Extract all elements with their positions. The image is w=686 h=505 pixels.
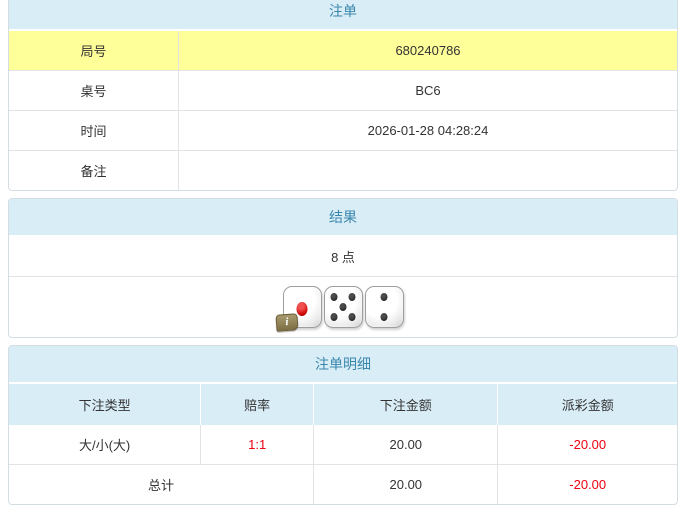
total-label: 总计 — [9, 464, 314, 504]
remark-label: 备注 — [9, 150, 179, 190]
odds-value: 1:1 — [200, 425, 314, 465]
col-odds: 赔率 — [200, 384, 314, 425]
detail-header-row: 下注类型 赔率 下注金额 派彩金额 — [9, 384, 677, 425]
detail-total-row: 总计 20.00 -20.00 — [9, 464, 677, 504]
payout-value: -20.00 — [497, 425, 677, 465]
die-2-icon — [364, 286, 404, 328]
result-table: 8 点 i — [9, 237, 677, 337]
time-value: 2026-01-28 04:28:24 — [178, 110, 677, 151]
die-5-icon — [323, 286, 363, 328]
col-bet-amount: 下注金额 — [313, 384, 498, 425]
bet-order-title: 注单 — [9, 0, 677, 31]
detail-data-row: 大/小(大) 1:1 20.00 -20.00 — [9, 425, 677, 465]
col-bet-type: 下注类型 — [9, 384, 201, 425]
bet-detail-title: 注单明细 — [9, 346, 677, 384]
points-value: 8 点 — [331, 250, 355, 265]
bet-detail-table: 下注类型 赔率 下注金额 派彩金额 大/小(大) 1:1 20.00 -20.0… — [9, 384, 677, 504]
table-row-table-no: 桌号 BC6 — [9, 70, 677, 111]
dice-row: i — [9, 276, 677, 337]
total-payout: -20.00 — [497, 464, 677, 504]
total-bet-amount: 20.00 — [313, 464, 498, 504]
die-1-icon: i — [274, 286, 322, 332]
round-label: 局号 — [9, 31, 179, 71]
bet-type-value: 大/小(大) — [78, 438, 131, 453]
round-value: 680240786 — [178, 31, 677, 71]
points-row: 8 点 — [9, 237, 677, 277]
bet-order-panel: 注单 局号 680240786 桌号 BC6 时间 2026-01-28 04:… — [8, 0, 678, 191]
table-no-value: BC6 — [178, 70, 677, 111]
time-label: 时间 — [9, 110, 179, 151]
table-row-remark: 备注 — [9, 150, 677, 190]
remark-value — [178, 150, 677, 190]
result-title: 结果 — [9, 199, 677, 237]
bet-amount-value: 20.00 — [313, 425, 498, 465]
result-panel: 结果 8 点 i — [8, 198, 678, 338]
table-row-time: 时间 2026-01-28 04:28:24 — [9, 110, 677, 151]
dice-container: i — [10, 286, 676, 332]
table-row-round: 局号 680240786 — [9, 31, 677, 71]
col-payout: 派彩金额 — [497, 384, 677, 425]
bet-order-table: 局号 680240786 桌号 BC6 时间 2026-01-28 04:28:… — [9, 31, 677, 190]
info-icon[interactable]: i — [274, 313, 299, 332]
bet-detail-panel: 注单明细 下注类型 赔率 下注金额 派彩金额 大/小(大) 1:1 20.00 … — [8, 345, 678, 505]
table-no-label: 桌号 — [9, 70, 179, 111]
